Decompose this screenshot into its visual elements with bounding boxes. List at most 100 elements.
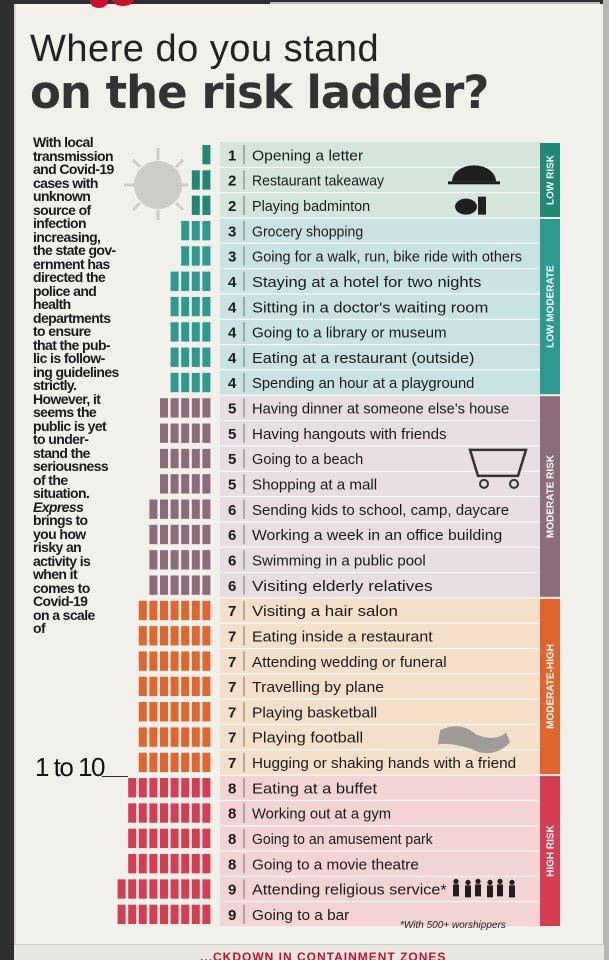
shopping-cart-icon [468,448,528,478]
band-tab-low [540,143,560,217]
risk-block [191,879,200,899]
top-decoration [90,0,150,14]
risk-block [202,195,211,215]
worshipper-body [497,884,503,897]
risk-block [202,676,211,697]
risk-block [191,778,200,798]
activity-label: Sending kids to school, camp, daycare [252,503,509,519]
risk-block [202,879,211,899]
risk-block [202,372,211,393]
cloche-icon [452,165,496,182]
risk-block [202,499,211,519]
risk-block [160,727,168,747]
risk-value-label: 5 [228,451,236,468]
activity-label: Grocery shopping [252,224,363,240]
risk-block [149,828,158,849]
virus-icon [124,148,188,220]
risk-block [191,702,200,722]
risk-block [160,575,168,595]
risk-block [170,879,179,899]
intro-text: With local transmission and Covid-19 cas… [33,135,133,636]
risk-block [202,246,211,266]
worshipper-body [465,885,471,898]
activity-label: Going to a beach [252,452,363,468]
risk-block [202,220,211,241]
risk-block [202,448,211,469]
risk-block [160,651,168,671]
activity-label: Playing basketball [252,705,377,721]
risk-block [191,828,200,849]
risk-value-label: 4 [228,299,237,316]
risk-block [138,752,147,773]
risk-value-label: 4 [228,325,237,342]
risk-block [170,904,179,924]
activity-label: Visiting a hair salon [252,604,398,620]
risk-block [170,550,179,570]
activity-label: Playing football [252,731,363,747]
activity-label: Shopping at a mall [252,478,377,494]
risk-block [202,398,211,418]
risk-value-label: 7 [228,628,236,645]
risk-block [181,575,190,595]
risk-value-label: 6 [228,527,236,544]
risk-block [170,474,179,494]
risk-block [181,778,190,798]
risk-block [181,347,190,367]
risk-block [191,322,200,342]
activity-label: Attending religious service* [252,883,447,899]
risk-block [191,550,200,570]
risk-block [170,803,179,823]
risk-block [138,854,147,874]
risk-block [170,778,179,798]
risk-block [160,879,168,899]
risk-block [191,170,200,190]
band-label-high: HIGH RISK [546,824,557,876]
risk-block [138,702,147,722]
activity-label: Working a week in an office building [252,528,502,544]
footnote: *With 500+ worshippers [400,920,506,931]
risk-block [160,398,168,418]
risk-block [191,423,200,443]
risk-value-label: 5 [228,401,236,418]
risk-block [138,651,147,671]
risk-block [181,296,190,317]
risk-block [181,828,190,849]
activity-label: Spending an hour at a playground [252,376,474,392]
risk-value-label: 7 [228,730,236,747]
risk-value-label: 5 [228,477,236,494]
risk-block [202,752,211,773]
risk-block [138,828,147,849]
risk-block [170,271,179,291]
worshipper-head [475,878,481,884]
risk-block [138,626,147,646]
risk-block [191,296,200,317]
activity-label: Hugging or shaking hands with a friend [252,756,516,772]
risk-value-label: 8 [228,780,236,797]
risk-block [202,904,211,924]
risk-block [181,626,190,646]
risk-value-label: 1 [228,147,236,164]
risk-value-label: 4 [228,274,237,291]
risk-block [149,651,158,671]
risk-value-label: 2 [228,198,236,215]
activity-label: Swimming in a public pool [252,553,426,569]
risk-block [181,398,190,418]
risk-block [149,752,158,773]
risk-value-label: 6 [228,552,236,569]
risk-block [170,651,179,671]
risk-block [181,524,190,545]
risk-block [170,296,179,317]
band-tab-moderate [540,396,560,597]
risk-block [202,423,211,443]
risk-block [160,600,168,621]
risk-block [181,904,190,924]
band-label-low: LOW RISK [546,154,557,205]
band-tab-high [540,776,560,926]
risk-block [181,803,190,823]
activity-label: Having dinner at someone else's house [252,402,509,418]
risk-block [138,778,147,798]
risk-value-label: 8 [228,806,236,823]
bottom-strip [14,944,604,960]
risk-block [191,752,200,773]
risk-block [181,448,190,469]
